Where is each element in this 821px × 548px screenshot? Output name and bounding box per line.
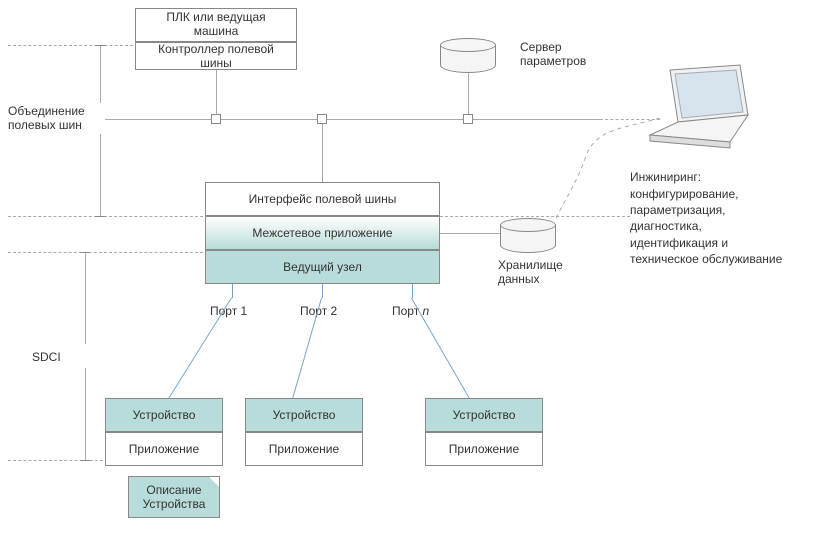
- port1-label: Порт 1: [210, 304, 247, 318]
- device-description-text: Описание Устройства: [143, 483, 206, 511]
- app-1-box: Приложение: [105, 432, 223, 466]
- link-port1: [168, 297, 232, 399]
- fieldbus-controller-box: Контроллер полевой шины: [135, 42, 297, 70]
- connector-paramserver-to-bus: [468, 73, 469, 119]
- portn-label: Порт n: [392, 304, 429, 318]
- app-n-label: Приложение: [449, 442, 519, 456]
- sdci-label: SDCI: [32, 350, 61, 364]
- sdci-extent-vline-1: [85, 252, 86, 344]
- app-n-box: Приложение: [425, 432, 543, 466]
- device-1-label: Устройство: [133, 408, 196, 422]
- plc-box: ПЛК или ведущаямашина: [135, 8, 297, 42]
- app-2-box: Приложение: [245, 432, 363, 466]
- fieldbus-group-label: Объединение полевых шин: [8, 104, 85, 132]
- master-node-box: Ведущий узел: [205, 250, 440, 284]
- portn-stub: [412, 284, 413, 298]
- mid-extent-dash: [440, 216, 630, 217]
- bus-node-1: [211, 114, 221, 124]
- bus-extent-vline-1: [100, 45, 101, 103]
- gateway-app-box: Межсетевое приложение: [205, 216, 440, 250]
- fieldbus-interface-label: Интерфейс полевой шины: [249, 192, 397, 206]
- fieldbus-controller-label: Контроллер полевой шины: [142, 42, 290, 70]
- param-server-cylinder-top: [440, 38, 496, 52]
- bus-node-3: [463, 114, 473, 124]
- connector-bus-to-gateway: [322, 124, 323, 182]
- link-portn: [411, 298, 471, 401]
- device-n-label: Устройство: [453, 408, 516, 422]
- device-2-label: Устройство: [273, 408, 336, 422]
- sdci-extent-top: [8, 252, 203, 253]
- device-1-box: Устройство: [105, 398, 223, 432]
- plc-line2: машина: [194, 24, 239, 38]
- engineering-body: конфигурирование, параметризация, диагно…: [630, 186, 782, 267]
- gateway-app-label: Межсетевое приложение: [252, 226, 392, 240]
- fieldbus-interface-box: Интерфейс полевой шины: [205, 182, 440, 216]
- bus-extent-top: [8, 45, 133, 46]
- sdci-extent-vline-2: [85, 368, 86, 460]
- port2-stub: [322, 284, 323, 298]
- plc-line1: ПЛК или ведущая: [166, 10, 265, 24]
- device-2-box: Устройство: [245, 398, 363, 432]
- datastore-cylinder-top: [500, 218, 556, 232]
- device-description-note: Описание Устройства: [128, 476, 220, 518]
- device-n-box: Устройство: [425, 398, 543, 432]
- param-server-label: Сервер параметров: [520, 40, 586, 68]
- port1-stub: [232, 284, 233, 298]
- connector-plc-to-bus: [216, 70, 217, 119]
- bus-extent-bottom: [8, 216, 203, 217]
- bus-extent-vline-2: [100, 134, 101, 216]
- app-2-label: Приложение: [269, 442, 339, 456]
- datastore-label: Хранилище данных: [498, 258, 563, 286]
- app-1-label: Приложение: [129, 442, 199, 456]
- connector-gateway-to-datastore: [440, 233, 500, 234]
- engineering-title: Инжиниринг:: [630, 170, 701, 184]
- fieldbus-line: [105, 119, 600, 120]
- master-node-label: Ведущий узел: [283, 260, 362, 274]
- bus-node-2: [317, 114, 327, 124]
